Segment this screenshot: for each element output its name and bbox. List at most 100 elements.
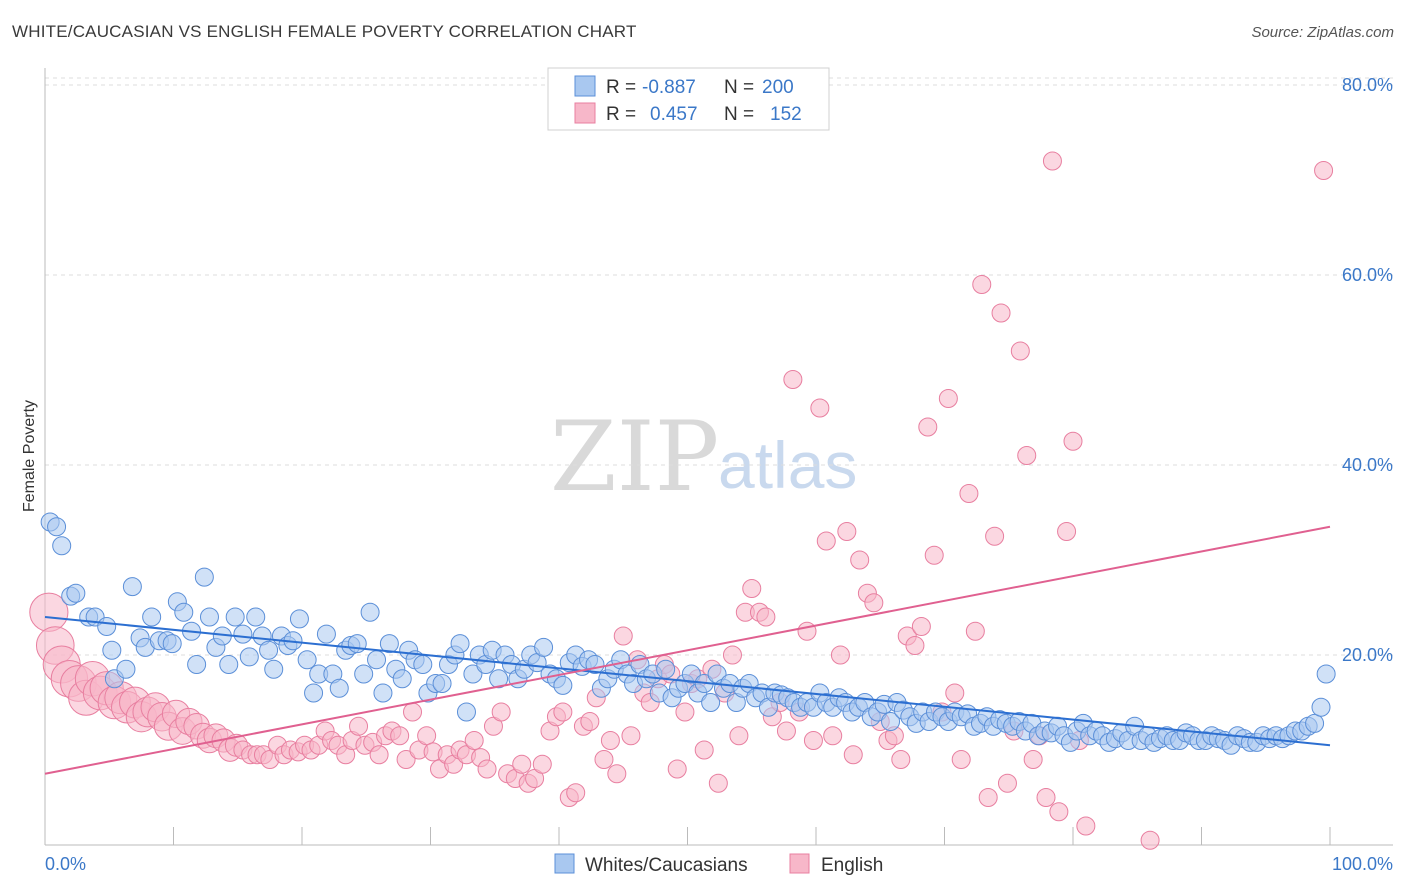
english-point-112 xyxy=(803,731,823,750)
whites-point-14 xyxy=(142,607,162,627)
whites-point-41 xyxy=(316,624,336,644)
english-point-111 xyxy=(797,621,817,641)
english-point-115 xyxy=(823,726,843,746)
english-point-151 xyxy=(1063,431,1083,451)
y-tick-label-40: 40.0% xyxy=(1342,455,1393,475)
english-point-154 xyxy=(1314,161,1334,180)
bottom-legend-swatch-pink xyxy=(789,853,810,874)
english-point-129 xyxy=(918,417,938,437)
legend-r-label-1: R = xyxy=(606,77,636,98)
english-point-140 xyxy=(991,303,1011,323)
english-point-53 xyxy=(403,702,423,722)
whites-point-62 xyxy=(450,634,470,654)
whites-point-49 xyxy=(367,650,387,670)
whites-point-53 xyxy=(392,669,412,689)
x-tick-label-0: 0.0% xyxy=(45,854,86,874)
english-point-82 xyxy=(600,731,620,750)
english-point-109 xyxy=(783,370,803,389)
whites-point-78 xyxy=(553,675,573,695)
english-point-141 xyxy=(997,773,1017,793)
watermark-zip: ZIP xyxy=(550,401,719,513)
whites-point-46 xyxy=(347,634,367,654)
english-point-64 xyxy=(477,759,497,779)
english-point-96 xyxy=(694,740,714,760)
legend-r-value-1: -0.887 xyxy=(642,77,696,98)
english-point-77 xyxy=(566,783,586,803)
english-trend-line xyxy=(44,525,1331,775)
whites-point-30 xyxy=(246,607,266,627)
whites-point-196 xyxy=(1311,697,1331,717)
whites-point-38 xyxy=(297,650,317,670)
whites-point-68 xyxy=(489,669,509,689)
english-point-133 xyxy=(945,683,965,703)
english-point-121 xyxy=(864,593,884,613)
english-point-75 xyxy=(553,702,573,722)
english-point-55 xyxy=(417,726,437,746)
english-point-136 xyxy=(965,621,985,641)
legend-swatch-pink xyxy=(574,102,596,124)
english-point-101 xyxy=(729,726,749,746)
english-point-108 xyxy=(776,721,796,741)
y-tick-label-60: 60.0% xyxy=(1342,265,1393,285)
bottom-legend: Whites/Caucasians English xyxy=(554,853,883,876)
whites-point-48 xyxy=(360,602,380,622)
english-point-92 xyxy=(667,759,687,779)
y-tick-label-80: 80.0% xyxy=(1342,75,1393,95)
whites-point-56 xyxy=(413,655,433,674)
english-point-113 xyxy=(810,398,830,418)
whites-point-21 xyxy=(187,655,207,674)
english-point-127 xyxy=(905,636,925,655)
english-point-138 xyxy=(978,788,998,807)
whites-point-1 xyxy=(47,517,67,537)
english-point-135 xyxy=(959,484,979,503)
grid-lines xyxy=(45,77,1393,656)
legend-n-value-1: 200 xyxy=(762,77,794,98)
english-point-81 xyxy=(594,750,614,769)
whites-point-94 xyxy=(656,659,676,679)
whites-point-50 xyxy=(373,683,393,703)
english-point-134 xyxy=(951,750,971,769)
legend-r-label-2: R = xyxy=(606,104,636,125)
english-point-98 xyxy=(708,773,728,793)
english-point-116 xyxy=(830,645,850,665)
whites-point-9 xyxy=(102,640,122,660)
whites-point-101 xyxy=(701,693,721,712)
english-point-149 xyxy=(1049,802,1069,822)
english-point-147 xyxy=(1036,788,1056,807)
whites-point-75 xyxy=(534,637,554,657)
english-point-148 xyxy=(1042,151,1062,171)
chart-title: WHITE/CAUCASIAN VS ENGLISH FEMALE POVERT… xyxy=(12,22,637,41)
english-point-125 xyxy=(891,750,911,769)
english-point-72 xyxy=(532,754,552,774)
english-point-85 xyxy=(621,726,641,746)
whites-point-32 xyxy=(259,640,279,660)
whites-point-17 xyxy=(162,634,182,654)
whites-point-4 xyxy=(66,583,86,603)
english-point-48 xyxy=(369,745,389,765)
english-point-62 xyxy=(464,731,484,750)
whites-point-11 xyxy=(122,577,142,597)
whites-point-19 xyxy=(174,602,194,622)
english-point-52 xyxy=(396,750,416,769)
y-tick-label-20: 20.0% xyxy=(1342,645,1393,665)
legend-box: R = -0.887 N = 200 R = 0.457 N = 152 xyxy=(547,67,830,131)
bottom-legend-label-whites: Whites/Caucasians xyxy=(585,855,748,876)
legend-n-label-2: N = xyxy=(724,104,754,125)
english-point-79 xyxy=(580,712,600,731)
watermark-atlas: atlas xyxy=(718,428,857,502)
english-point-145 xyxy=(1023,750,1043,769)
x-tick-label-1: 100.0% xyxy=(1332,854,1393,874)
whites-point-2 xyxy=(52,536,72,556)
chart-source: Source: ZipAtlas.com xyxy=(1251,24,1394,41)
english-point-100 xyxy=(722,645,742,665)
english-point-150 xyxy=(1057,522,1077,541)
whites-point-23 xyxy=(199,607,219,627)
english-point-66 xyxy=(491,702,511,722)
whites-point-22 xyxy=(194,567,214,587)
whites-point-28 xyxy=(233,624,253,644)
english-point-93 xyxy=(675,702,695,722)
english-point-51 xyxy=(390,726,410,746)
english-point-69 xyxy=(512,754,532,774)
whites-point-7 xyxy=(97,617,117,636)
english-point-139 xyxy=(985,526,1005,546)
